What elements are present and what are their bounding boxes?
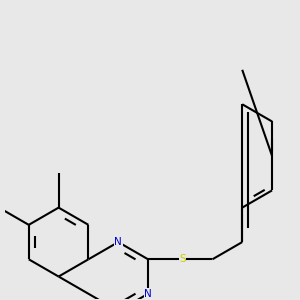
Text: N: N bbox=[114, 237, 122, 247]
Text: N: N bbox=[144, 289, 152, 299]
Text: S: S bbox=[179, 254, 186, 264]
